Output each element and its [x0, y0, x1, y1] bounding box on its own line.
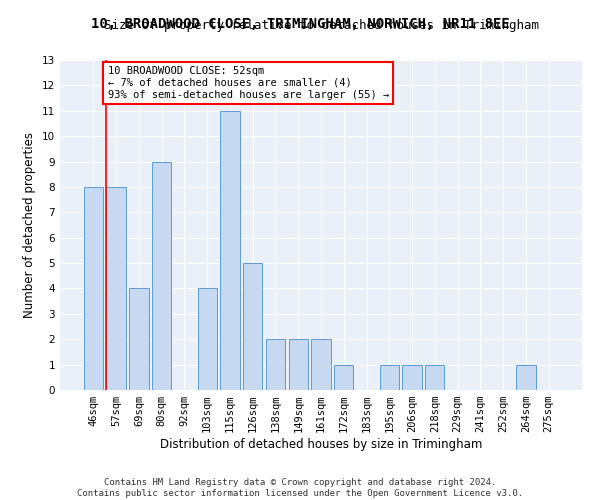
Bar — [289, 339, 308, 390]
Bar — [516, 364, 536, 390]
Bar — [403, 364, 422, 390]
Bar — [197, 288, 217, 390]
Bar — [129, 288, 149, 390]
Bar — [152, 162, 172, 390]
Bar — [334, 364, 353, 390]
Bar — [243, 263, 262, 390]
X-axis label: Distribution of detached houses by size in Trimingham: Distribution of detached houses by size … — [160, 438, 482, 451]
Title: Size of property relative to detached houses in Trimingham: Size of property relative to detached ho… — [104, 20, 539, 32]
Bar — [84, 187, 103, 390]
Text: 10 BROADWOOD CLOSE: 52sqm
← 7% of detached houses are smaller (4)
93% of semi-de: 10 BROADWOOD CLOSE: 52sqm ← 7% of detach… — [107, 66, 389, 100]
Y-axis label: Number of detached properties: Number of detached properties — [23, 132, 37, 318]
Bar — [425, 364, 445, 390]
Text: Contains HM Land Registry data © Crown copyright and database right 2024.
Contai: Contains HM Land Registry data © Crown c… — [77, 478, 523, 498]
Bar — [380, 364, 399, 390]
Bar — [106, 187, 126, 390]
Text: 10, BROADWOOD CLOSE, TRIMINGHAM, NORWICH, NR11 8EE: 10, BROADWOOD CLOSE, TRIMINGHAM, NORWICH… — [91, 18, 509, 32]
Bar — [266, 339, 285, 390]
Bar — [311, 339, 331, 390]
Bar — [220, 111, 239, 390]
